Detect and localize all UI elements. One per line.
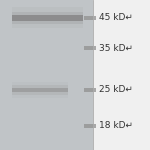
Bar	[84, 16, 96, 20]
Bar	[12, 12, 82, 24]
Text: 35 kD↵: 35 kD↵	[99, 44, 133, 52]
Bar	[12, 8, 82, 29]
Bar	[12, 15, 82, 21]
Bar	[12, 82, 68, 98]
Bar	[0, 0, 93, 150]
Text: 18 kD↵: 18 kD↵	[99, 122, 133, 130]
Bar	[12, 88, 68, 92]
Text: 45 kD↵: 45 kD↵	[99, 14, 133, 22]
Bar	[12, 85, 68, 95]
Bar	[93, 0, 150, 150]
Bar	[84, 46, 96, 50]
Text: 25 kD↵: 25 kD↵	[99, 85, 133, 94]
Bar	[84, 124, 96, 128]
Bar	[84, 88, 96, 92]
